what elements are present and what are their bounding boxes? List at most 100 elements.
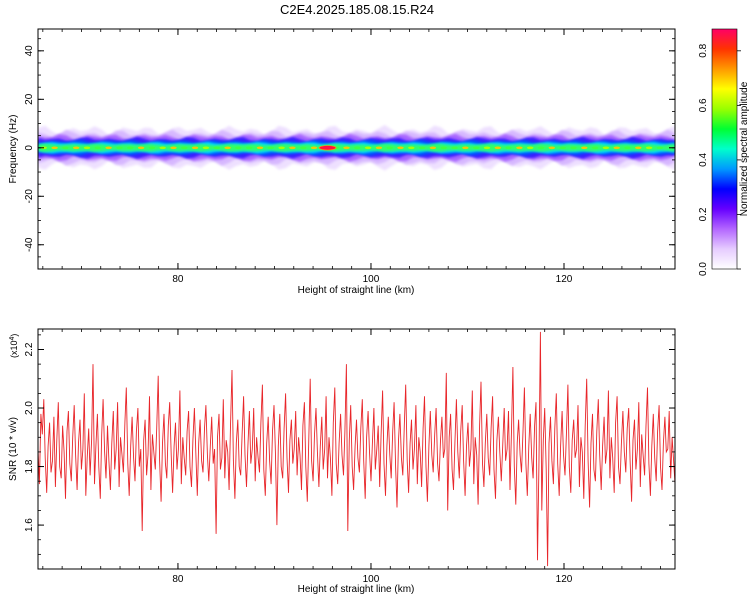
band-hotspot (559, 146, 566, 150)
spectrogram-y-axis-label: Frequency (Hz) (8, 115, 19, 184)
band-hotspot (451, 146, 458, 150)
x-tick-label: 120 (556, 274, 573, 285)
band-hotspot (137, 146, 145, 150)
y-tick-label: 0 (24, 145, 35, 151)
x-tick-label: 100 (363, 274, 380, 285)
band-hotspot (213, 146, 220, 150)
y-tick-label: -40 (24, 237, 35, 252)
band-hotspot (548, 146, 555, 150)
snr-axis-multiplier: (x104) (9, 334, 20, 358)
y-tick-label: -20 (24, 189, 35, 204)
x-tick-label: 100 (363, 574, 380, 585)
y-tick-label: 2.2 (24, 342, 35, 356)
band-hotspot (256, 146, 264, 150)
band-hotspot (170, 146, 177, 150)
snr-y-axis-label: SNR (10 * v/v) (8, 417, 19, 481)
band-hotspot (645, 146, 653, 150)
snr-multiplier-exponent: 4 (9, 336, 16, 340)
band-hotspot (473, 146, 480, 150)
x-tick-label: 120 (556, 574, 573, 585)
band-hotspot (635, 146, 642, 150)
snr-multiplier-base: (x10 (9, 340, 19, 358)
band-hotspot (159, 146, 166, 150)
band-hotspot (191, 146, 199, 150)
colorbar-label: Normalized spectral amplitude (739, 81, 750, 216)
colorbar-tick-label: 0.6 (698, 98, 709, 112)
band-hotspot (418, 146, 426, 150)
band-hotspot (581, 146, 588, 150)
band-hotspot (429, 146, 437, 150)
band-hotspot (440, 146, 447, 150)
colorbar-tick-label: 0.8 (698, 43, 709, 57)
y-tick-label: 40 (24, 45, 35, 57)
band-hotspot (94, 146, 102, 150)
spectrogram-y-ticks: -40 -20 0 20 40 (24, 38, 675, 270)
band-hotspot (516, 146, 523, 150)
y-tick-label: 20 (24, 93, 35, 105)
x-tick-label: 80 (172, 574, 184, 585)
band-hotspot (397, 146, 404, 150)
colorbar-tick-label: 0.2 (698, 207, 709, 221)
band-hotspot (105, 146, 112, 150)
band-hotspot (235, 146, 242, 150)
band-hotspot (624, 146, 631, 150)
band-hotspot (278, 146, 285, 150)
spectrogram-panel: 80 100 120 -40 -20 0 20 40 Height of straight … (8, 28, 676, 296)
snr-multiplier-close: ) (9, 334, 19, 337)
colorbar-tick-label: 0.4 (698, 153, 709, 167)
snr-x-ticks: 80 100 120 (42, 329, 661, 585)
band-hotspot (408, 146, 415, 150)
colorbar: 0.0 0.2 0.4 0.6 0.8 Normalized spectral ampl… (698, 28, 750, 276)
colorbar-scale (711, 28, 738, 270)
band-hotspot (527, 146, 534, 150)
spectrogram-x-axis-label: Height of straight line (km) (298, 285, 415, 296)
band-hotspot (300, 146, 307, 150)
y-tick-label: 2.0 (24, 401, 35, 415)
snr-series-line (38, 331, 675, 567)
band-hotspot (570, 146, 577, 150)
band-hotspot (613, 146, 620, 150)
band-hotspot (51, 146, 58, 150)
band-hotspot (73, 146, 80, 150)
band-hotspot (462, 146, 469, 150)
band-hotspot (310, 146, 318, 150)
band-hotspot (364, 146, 372, 150)
band-hotspot (354, 146, 361, 150)
band-hotspot (505, 146, 512, 150)
y-tick-label: 1.6 (24, 518, 35, 532)
band-hotspot (602, 146, 610, 150)
snr-y-ticks: 1.6 1.8 2.0 2.2 (24, 334, 675, 570)
page-title: C2E4.2025.185.08.15.R24 (280, 2, 434, 17)
band-hotspot (386, 146, 393, 150)
band-peak (319, 145, 336, 150)
band-hotspot (62, 146, 69, 150)
band-hotspot (267, 146, 274, 150)
band-hotspot (343, 146, 350, 150)
colorbar-ticks: 0.0 0.2 0.4 0.6 0.8 (698, 43, 741, 276)
spectrogram-frame (37, 28, 676, 270)
band-hotspot (591, 146, 599, 150)
band-hotspot (127, 146, 134, 150)
snr-frame (37, 328, 676, 570)
band-hotspot (181, 146, 188, 150)
snr-panel: 80 100 120 1.6 1.8 2.0 2.2 Height of straight… (8, 328, 676, 595)
snr-x-axis-label: Height of straight line (km) (298, 584, 415, 595)
band-hotspot (246, 146, 253, 150)
x-tick-label: 80 (172, 274, 184, 285)
y-tick-label: 1.8 (24, 459, 35, 473)
band-hotspot (656, 146, 664, 150)
spectrogram-x-ticks: 80 100 120 (42, 29, 661, 285)
band-hotspot (289, 146, 296, 150)
colorbar-tick-label: 0.0 (698, 262, 709, 276)
spectral-band (38, 125, 675, 171)
band-hotspot (537, 146, 545, 150)
band-hotspot (494, 146, 501, 150)
band-hotspot (483, 146, 491, 150)
band-hotspot (116, 146, 123, 150)
band-hotspot (202, 146, 210, 150)
band-hotspot (224, 146, 231, 150)
band-hotspot (83, 146, 91, 150)
band-hotspot (148, 146, 156, 150)
band-hotspot (375, 146, 383, 150)
